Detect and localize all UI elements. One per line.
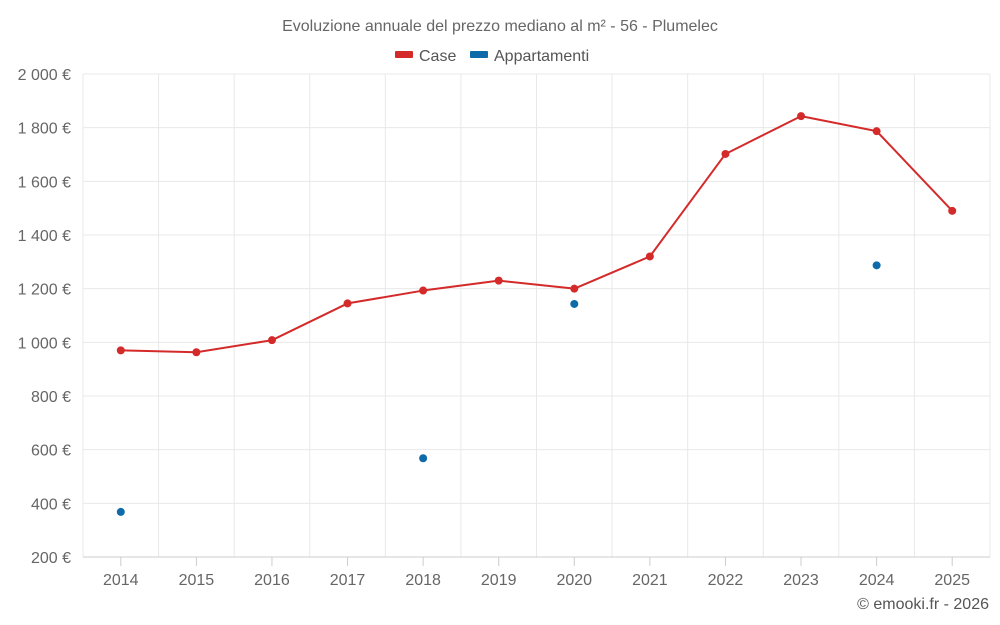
legend-label-case: Case	[419, 48, 456, 65]
x-tick-label: 2020	[556, 572, 592, 589]
x-tick-label: 2018	[405, 572, 441, 589]
y-tick-label: 1 200 €	[18, 282, 71, 299]
x-tick-label: 2016	[254, 572, 290, 589]
y-tick-label: 600 €	[31, 443, 71, 460]
grid	[82, 73, 991, 557]
data-point-case[interactable]	[116, 346, 125, 355]
data-point-case[interactable]	[343, 299, 352, 308]
x-tick-label: 2023	[783, 572, 819, 589]
legend-item-case[interactable]: Case	[395, 48, 456, 65]
x-tick-label: 2017	[330, 572, 366, 589]
legend-item-appartamenti[interactable]: Appartamenti	[470, 48, 589, 65]
chart-title: Evoluzione annuale del prezzo mediano al…	[282, 18, 718, 35]
data-point-case[interactable]	[267, 336, 276, 345]
series-line-case	[120, 115, 953, 354]
data-point-case[interactable]	[797, 112, 806, 121]
x-tick-label: 2025	[934, 572, 970, 589]
x-tick-label: 2014	[103, 572, 139, 589]
y-tick-label: 800 €	[31, 389, 71, 406]
data-point-case[interactable]	[645, 252, 654, 261]
x-tick-label: 2015	[179, 572, 215, 589]
legend-swatch-appartamenti	[470, 51, 488, 58]
y-tick-label: 1 800 €	[18, 121, 71, 138]
legend: Case Appartamenti	[395, 48, 589, 65]
data-point-case[interactable]	[419, 286, 428, 295]
x-tick-label: 2022	[708, 572, 744, 589]
data-point-case[interactable]	[872, 127, 881, 136]
data-point-appartamenti[interactable]	[570, 299, 579, 308]
series-case	[116, 112, 957, 357]
legend-swatch-case	[395, 51, 413, 58]
data-point-appartamenti[interactable]	[872, 261, 881, 270]
y-tick-label: 200 €	[31, 550, 71, 567]
x-tick-label: 2019	[481, 572, 517, 589]
data-point-appartamenti[interactable]	[116, 507, 125, 516]
legend-label-appartamenti: Appartamenti	[494, 48, 589, 65]
y-tick-label: 400 €	[31, 496, 71, 513]
credit: © emooki.fr - 2026	[857, 596, 989, 613]
data-point-case[interactable]	[721, 149, 730, 158]
data-point-case[interactable]	[494, 276, 503, 285]
data-point-case[interactable]	[570, 284, 579, 293]
series	[116, 112, 957, 516]
data-point-case[interactable]	[948, 206, 957, 215]
y-tick-label: 1 600 €	[18, 174, 71, 191]
x-tick-label: 2021	[632, 572, 668, 589]
data-point-appartamenti[interactable]	[419, 454, 428, 463]
data-point-case[interactable]	[192, 348, 201, 357]
y-axis: 200 € 400 € 600 € 800 € 1 000 € 1 200 € 1 400 …	[18, 67, 71, 567]
x-axis: 2014 2015 2016 2017 2018 2019 2020 2021 2022 2023…	[83, 556, 990, 589]
x-tick-label: 2024	[859, 572, 895, 589]
series-appartamenti	[116, 261, 881, 516]
y-tick-label: 2 000 €	[18, 67, 71, 84]
y-tick-label: 1 000 €	[18, 335, 71, 352]
y-tick-label: 1 400 €	[18, 228, 71, 245]
